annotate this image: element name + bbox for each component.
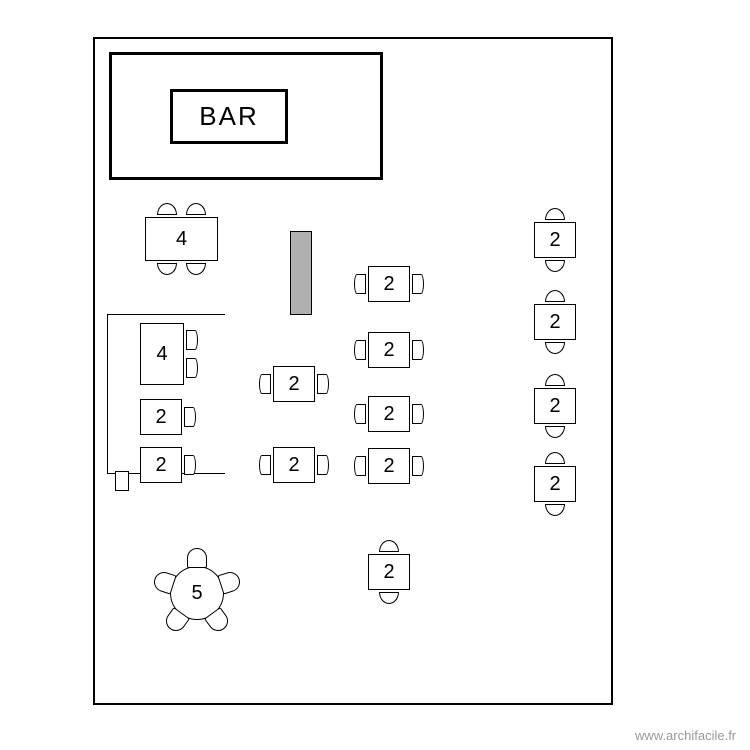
table-label: 2 xyxy=(549,395,560,418)
seat-icon xyxy=(259,374,271,394)
seat-icon xyxy=(412,340,424,360)
seat-icon xyxy=(412,274,424,294)
round-table-seat xyxy=(187,548,207,568)
table-label: 2 xyxy=(549,473,560,496)
divider-column xyxy=(290,231,312,315)
table-c2-b1: 2 xyxy=(368,266,410,302)
table-c2-r4: 2 xyxy=(534,466,576,502)
seat-icon xyxy=(354,340,366,360)
table-c2-b3: 2 xyxy=(368,396,410,432)
table-c2-r1: 2 xyxy=(534,222,576,258)
table-label: 2 xyxy=(155,406,166,429)
seat-icon xyxy=(354,456,366,476)
bench-small-box xyxy=(115,471,129,491)
table-label: 2 xyxy=(549,229,560,252)
bar-counter: BAR xyxy=(170,89,288,144)
table-c2-b5: 2 xyxy=(368,554,410,590)
table-label: 2 xyxy=(383,561,394,584)
seat-icon xyxy=(186,358,198,378)
seat-icon xyxy=(259,455,271,475)
table-label: 2 xyxy=(383,273,394,296)
table-label: 2 xyxy=(383,455,394,478)
table-label: 2 xyxy=(288,454,299,477)
table-t2-left-2: 2 xyxy=(140,447,182,483)
table-label: 2 xyxy=(288,373,299,396)
table-label: 4 xyxy=(156,343,167,366)
table-t2-left-1: 2 xyxy=(140,399,182,435)
seat-icon xyxy=(412,456,424,476)
seat-icon xyxy=(317,374,329,394)
seat-icon xyxy=(354,274,366,294)
table-label: 2 xyxy=(549,311,560,334)
seat-icon xyxy=(184,407,196,427)
table-c2-b4: 2 xyxy=(368,448,410,484)
bar-label: BAR xyxy=(199,101,258,132)
table-label: 2 xyxy=(155,454,166,477)
table-c2-a1: 2 xyxy=(273,366,315,402)
table-c2-r3: 2 xyxy=(534,388,576,424)
seat-icon xyxy=(412,404,424,424)
seat-icon xyxy=(186,330,198,350)
round-table-label: 5 xyxy=(191,582,202,605)
table-c2-r2: 2 xyxy=(534,304,576,340)
table-c2-b2: 2 xyxy=(368,332,410,368)
table-label: 2 xyxy=(383,339,394,362)
watermark-text: www.archifacile.fr xyxy=(635,728,736,743)
floorplan-stage: BAR 5 4 4 2 2 2 2 2 2 2 2 2 2 2 2 2 www.archifacile.fr xyxy=(0,0,750,750)
seat-icon xyxy=(354,404,366,424)
table-c2-a2: 2 xyxy=(273,447,315,483)
seat-icon xyxy=(184,455,196,475)
seat-icon xyxy=(317,455,329,475)
table-label: 4 xyxy=(176,228,187,251)
table-label: 2 xyxy=(383,403,394,426)
table-t4a: 4 xyxy=(145,217,218,261)
table-t4b: 4 xyxy=(140,323,184,385)
